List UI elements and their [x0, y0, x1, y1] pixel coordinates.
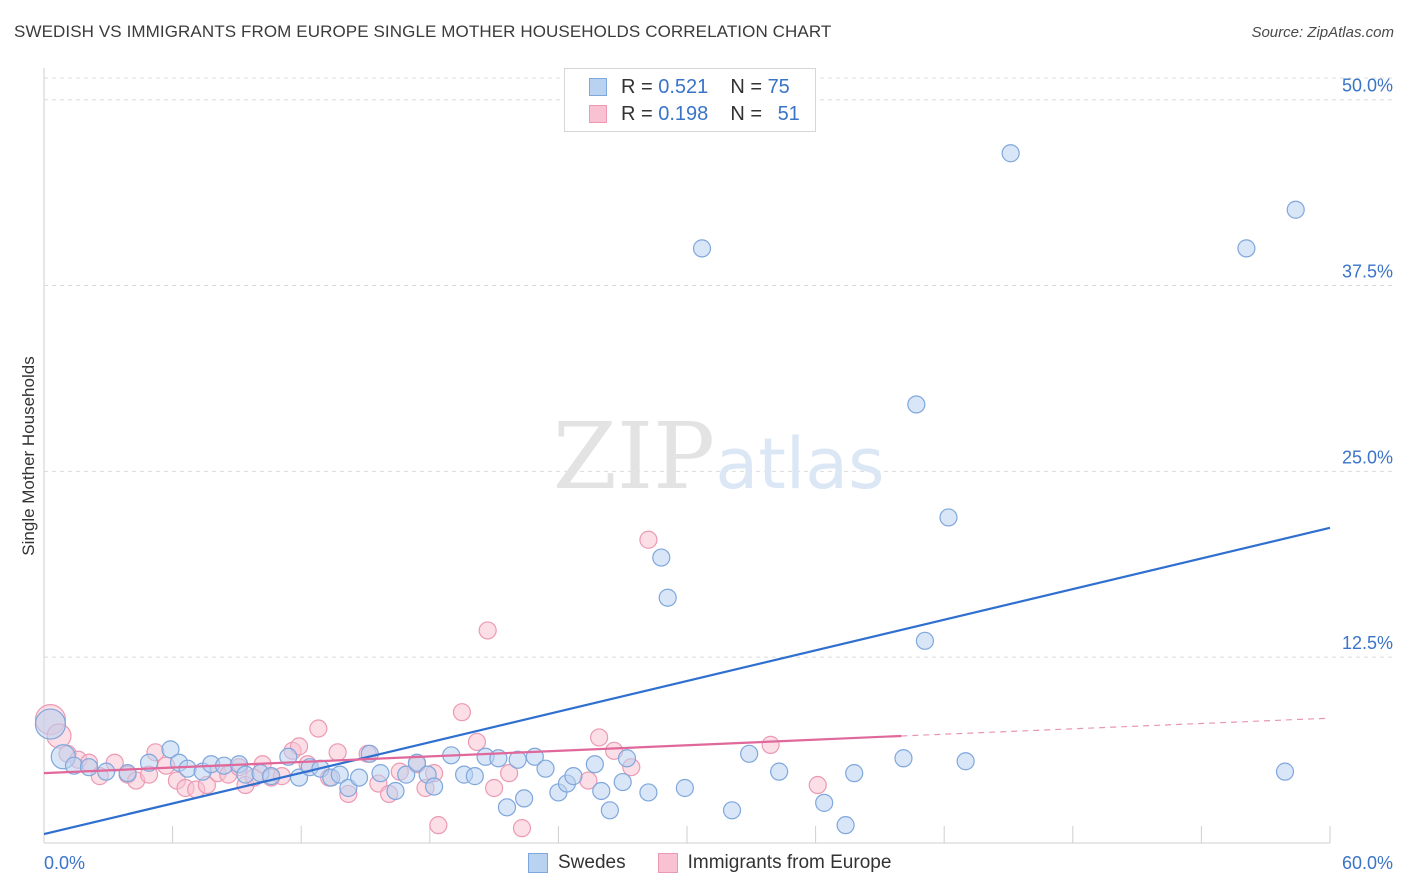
- trend-lines: [43, 526, 1331, 836]
- legend-swatch-swedes: [528, 853, 548, 873]
- y-axis-label: Single Mother Households: [19, 356, 38, 555]
- swedes-point: [845, 764, 864, 783]
- watermark: ZIP atlas: [553, 403, 885, 510]
- swedes-point: [161, 740, 180, 759]
- swedes-point: [79, 758, 99, 777]
- swedes-point: [939, 508, 958, 527]
- stats-legend: R = 0.521 N = 75 R = 0.198 N = 51: [564, 68, 816, 132]
- x-tick-label: 0.0%: [44, 853, 85, 873]
- legend-swatch-blue: [589, 78, 607, 96]
- swedes-point: [386, 781, 405, 801]
- swedes-point: [613, 772, 632, 792]
- legend-r-value: 0.521: [658, 75, 709, 98]
- swedes-point: [465, 767, 484, 786]
- legend-label-immigrants: Immigrants from Europe: [687, 852, 892, 873]
- legend-item-immigrants: Immigrants from Europe: [657, 852, 892, 874]
- swedes-point: [585, 755, 604, 774]
- legend-r-label: R =: [621, 75, 659, 98]
- swedes-point: [740, 744, 759, 763]
- immigrants-point: [478, 621, 497, 640]
- legend-row-immigrants: R = 0.198 N = 51: [589, 101, 800, 127]
- immigrants-point: [512, 819, 532, 838]
- swedes-point: [330, 765, 349, 784]
- immigrants-trend-extension: [901, 717, 1331, 737]
- tick-labels: 12.5% 25.0% 37.5% 50.0% 0.0% 60.0%: [44, 76, 1393, 873]
- legend-r-value: 0.198: [658, 102, 709, 125]
- y-tick-label: 12.5%: [1342, 633, 1393, 653]
- swedes-point: [424, 777, 444, 796]
- legend-label-swedes: Swedes: [558, 852, 626, 873]
- swedes-point: [617, 749, 637, 768]
- swedes-point: [652, 548, 671, 567]
- swedes-point: [722, 801, 742, 820]
- swedes-point: [349, 768, 369, 787]
- grid-lines: [44, 77, 1392, 658]
- series-legend: Swedes Immigrants from Europe: [528, 852, 923, 874]
- swedes-point: [692, 239, 712, 258]
- swedes-point: [770, 762, 789, 781]
- legend-r-label: R =: [621, 102, 659, 125]
- legend-swatch-immigrants: [657, 853, 678, 873]
- swedes-point: [236, 765, 255, 784]
- swedes-point: [407, 753, 427, 772]
- legend-row-swedes: R = 0.521 N = 75: [589, 74, 790, 100]
- swedes-point: [907, 395, 926, 414]
- immigrants-point: [467, 732, 487, 752]
- watermark-atlas: atlas: [715, 423, 884, 505]
- swedes-point: [139, 753, 159, 772]
- swedes-point: [34, 708, 67, 740]
- immigrants-point: [452, 703, 472, 722]
- swedes-trend-line: [43, 526, 1331, 836]
- swedes-point: [371, 764, 390, 783]
- swedes-point: [508, 750, 527, 769]
- immigrants-point: [761, 735, 780, 754]
- immigrants-point: [639, 530, 658, 549]
- swedes-point: [1286, 200, 1305, 219]
- legend-n-value: 75: [767, 75, 790, 98]
- swedes-point: [1275, 762, 1295, 781]
- swedes-point: [497, 798, 517, 817]
- swedes-point: [1237, 239, 1256, 258]
- swedes-point: [564, 767, 583, 786]
- immigrants-point: [485, 778, 504, 798]
- swedes-point: [397, 765, 416, 784]
- source-label: Source: ZipAtlas.com: [1251, 24, 1394, 41]
- swedes-point: [600, 801, 619, 820]
- swedes-point: [178, 759, 197, 778]
- series-swedes-points: [34, 144, 1305, 835]
- legend-swatch-pink: [589, 105, 607, 123]
- legend-item-swedes: Swedes: [528, 852, 626, 874]
- swedes-point: [1001, 144, 1020, 163]
- swedes-point: [894, 749, 913, 768]
- y-tick-label: 25.0%: [1342, 447, 1393, 467]
- swedes-point: [956, 752, 975, 771]
- swedes-point: [279, 747, 298, 766]
- x-tick-label: 60.0%: [1342, 853, 1393, 873]
- y-tick-label: 50.0%: [1342, 76, 1393, 96]
- swedes-point: [836, 816, 855, 835]
- swedes-point: [515, 789, 534, 808]
- immigrants-point: [808, 775, 827, 795]
- swedes-point: [658, 588, 677, 607]
- immigrants-point: [309, 719, 328, 738]
- immigrants-point: [500, 764, 519, 783]
- immigrants-point: [429, 816, 448, 835]
- swedes-point: [592, 781, 611, 801]
- chart-title: SWEDISH VS IMMIGRANTS FROM EUROPE SINGLE…: [14, 22, 832, 41]
- y-tick-label: 37.5%: [1342, 262, 1393, 282]
- swedes-point: [675, 778, 694, 798]
- watermark-zip: ZIP: [553, 403, 715, 510]
- swedes-point: [536, 759, 555, 778]
- swedes-point: [639, 783, 658, 802]
- swedes-point: [915, 631, 935, 650]
- swedes-point: [815, 793, 834, 812]
- immigrants-trend-line: [43, 734, 902, 775]
- immigrants-point: [590, 728, 609, 747]
- immigrants-point: [328, 743, 347, 762]
- swedes-point: [118, 764, 137, 783]
- legend-n-value: 51: [777, 102, 800, 125]
- legend-n-label: N =: [730, 75, 768, 98]
- legend-n-label: N =: [730, 102, 768, 125]
